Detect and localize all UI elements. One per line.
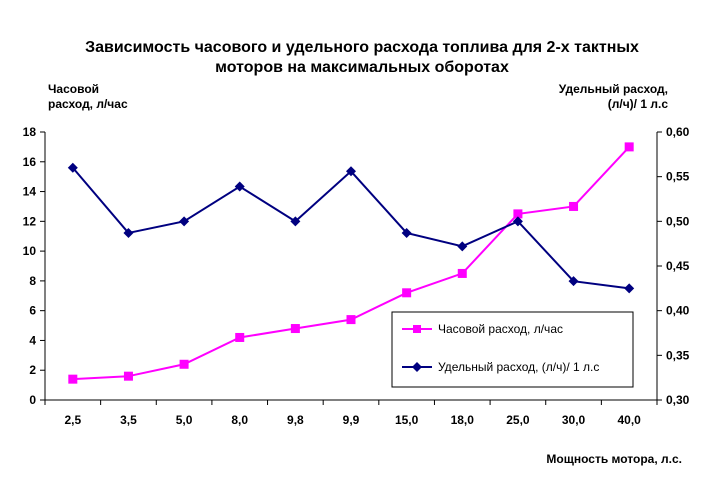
series-2-point [624,283,635,294]
y-left-tick-label: 10 [23,244,37,258]
series-2-point [401,227,412,238]
series-1-point [346,315,356,325]
y-right-title-line-1: Удельный расход, [559,82,668,96]
series-1-point [624,142,634,152]
series-1-point [235,332,245,342]
series-1-point [290,324,300,334]
y-left-tick-label: 2 [29,363,36,377]
legend-box [391,311,634,388]
y-left-tick-label: 0 [29,393,36,407]
legend-marker-series-2 [412,362,422,372]
y-right-tick-label: 0,50 [666,214,690,228]
x-tick-label: 5,0 [176,413,193,427]
series-2-point [123,227,134,238]
x-tick-label: 3,5 [120,413,137,427]
series-1-point [402,288,412,298]
y-left-title-line-1: Часовой [48,82,99,96]
series-1-point [68,374,78,384]
series-2-point [67,162,78,173]
y-right-title-line-2: (л/ч)/ 1 л.с [608,97,669,111]
x-tick-label: 8,0 [231,413,248,427]
series-2-point [290,216,301,227]
x-axis-title: Мощность мотора, л.с. [546,452,682,466]
x-tick-label: 18,0 [451,413,475,427]
chart-title-line-2: моторов на максимальных оборотах [215,59,509,76]
x-tick-label: 2,5 [64,413,81,427]
y-right-tick-label: 0,35 [666,348,690,362]
series-2-point [346,166,356,177]
legend: Часовой расход, л/час Удельный расход, (… [391,311,634,388]
y-left-tick-label: 12 [23,214,37,228]
y-left-tick-label: 8 [29,274,36,288]
x-tick-label: 9,9 [343,413,360,427]
y-right-tick-label: 0,30 [666,393,690,407]
plot-area: 0 2 4 6 8 10 12 14 16 18 0,30 0,35 0,40 0,45 0,50 0,55 0… [23,125,690,427]
series-2-line [72,167,630,290]
y-left-tick-label: 4 [29,333,36,347]
y-left-title-line-2: расход, л/час [48,97,128,111]
series-2-point [457,241,468,252]
x-tick-label: 25,0 [506,413,530,427]
series-2-point [234,181,245,192]
series-2-point [512,216,523,227]
series-2-point [179,216,190,227]
y-left-tick-label: 16 [23,155,37,169]
legend-marker-series-1 [413,325,421,333]
x-tick-label: 30,0 [562,413,586,427]
x-tick-label: 15,0 [395,413,419,427]
y-left-tick-label: 18 [23,125,37,139]
y-left-tick-label: 14 [23,185,37,199]
series-1-point [457,268,467,278]
series-2-point [568,276,579,287]
y-right-tick-label: 0,60 [666,125,690,139]
y-left-tick-label: 6 [29,304,36,318]
y-right-tick-label: 0,40 [666,304,690,318]
series-1-point [123,371,133,381]
legend-label-series-1: Часовой расход, л/час [438,322,563,336]
chart-title-line-1: Зависимость часового и удельного расхода… [85,39,639,56]
series-1-point [513,209,523,219]
y-right-tick-label: 0,55 [666,170,690,184]
legend-label-series-2: Удельный расход, (л/ч)/ 1 л.с [438,360,599,374]
x-tick-label: 9,8 [287,413,304,427]
x-tick-label: 40,0 [618,413,642,427]
y-right-tick-label: 0,45 [666,259,690,273]
series-1-point [569,201,579,211]
series-1-point [179,359,189,369]
